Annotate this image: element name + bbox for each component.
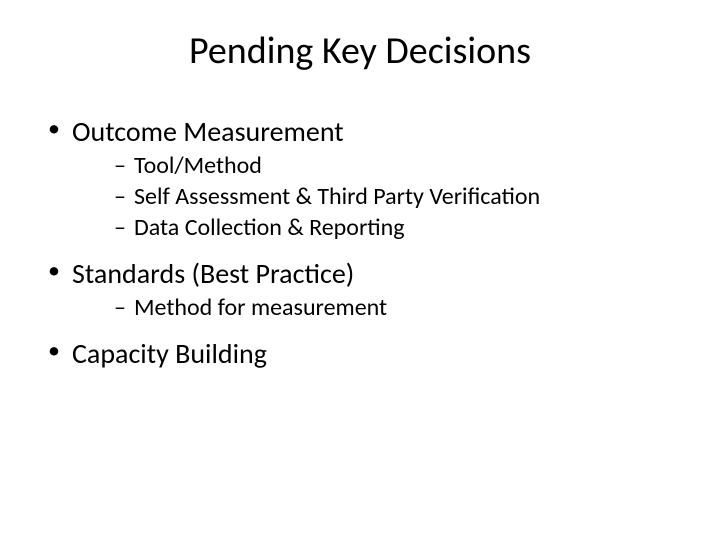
- bullet-level-1-label: Outcome Measurement: [72, 114, 344, 149]
- bullet-level-2: Tool/Method: [114, 151, 680, 180]
- bullet-list: Outcome Measurement Tool/Method Self Ass…: [40, 114, 680, 371]
- bullet-level-1: Standards (Best Practice) Method for mea…: [48, 256, 680, 322]
- bullet-level-2: Data Collection & Reporting: [114, 213, 680, 242]
- bullet-level-2: Self Assessment & Third Party Verificati…: [114, 182, 680, 211]
- bullet-level-1: Outcome Measurement Tool/Method Self Ass…: [48, 114, 680, 242]
- bullet-level-2: Method for measurement: [114, 293, 680, 322]
- bullet-level-2-list: Tool/Method Self Assessment & Third Part…: [72, 151, 680, 242]
- bullet-level-1: Capacity Building: [48, 336, 680, 371]
- slide-title: Pending Key Decisions: [40, 28, 680, 74]
- bullet-level-2-list: Method for measurement: [72, 293, 680, 322]
- bullet-level-1-label: Capacity Building: [72, 336, 267, 371]
- bullet-level-1-label: Standards (Best Practice): [72, 256, 354, 291]
